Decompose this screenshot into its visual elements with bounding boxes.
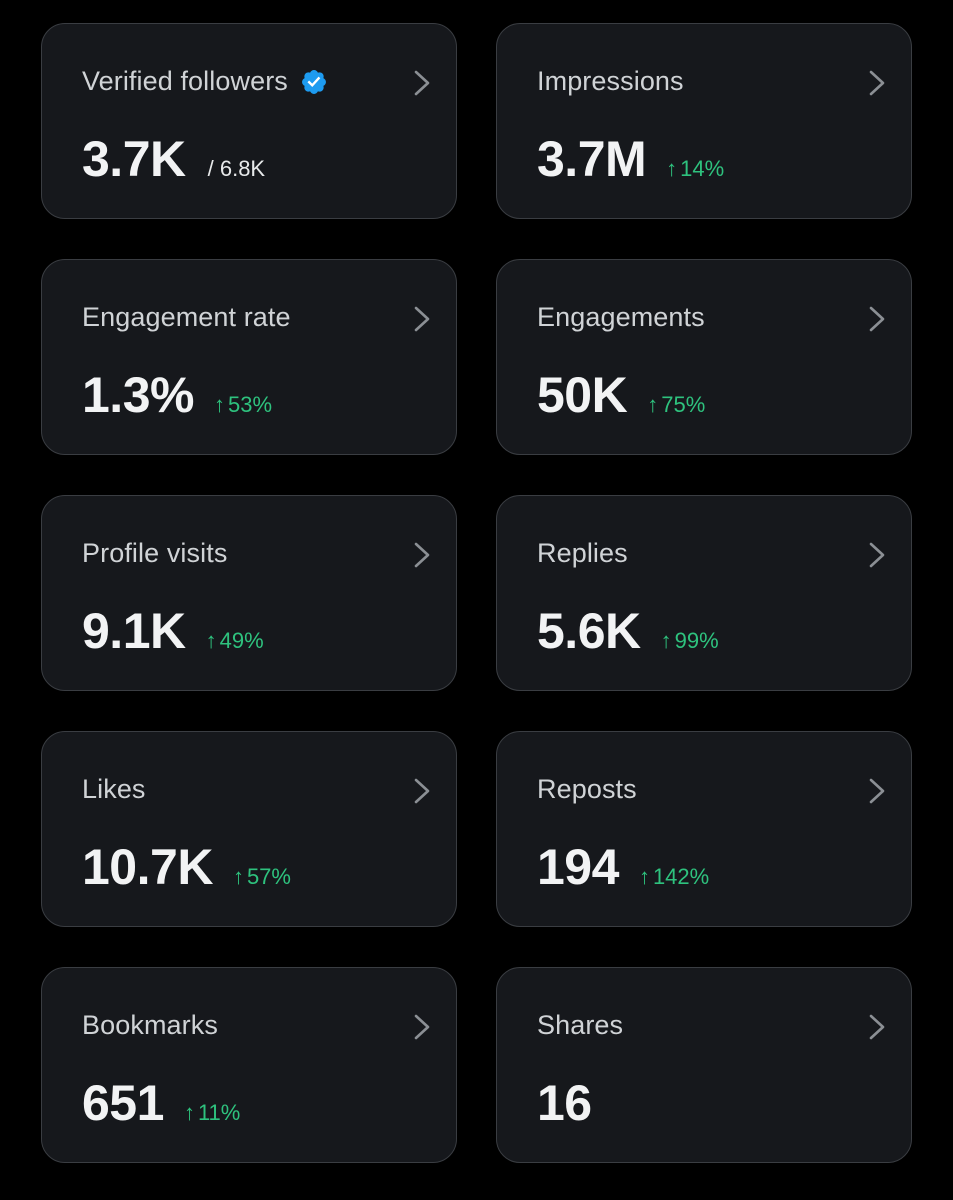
card-title-label: Shares bbox=[537, 1010, 624, 1040]
chevron-right-icon[interactable] bbox=[865, 68, 889, 98]
up-arrow-icon: ↑ bbox=[183, 1100, 195, 1125]
metric-row: 3.7K / 6.8K bbox=[82, 130, 265, 188]
card-title: Shares bbox=[537, 1010, 623, 1041]
metric-value: 5.6K bbox=[537, 603, 641, 659]
card-verified-followers[interactable]: Verified followers 3.7K / 6.8K bbox=[41, 23, 457, 219]
card-likes[interactable]: Likes 10.7K ↑ 57% bbox=[41, 731, 457, 927]
card-title-label: Verified followers bbox=[82, 66, 288, 96]
chevron-right-icon[interactable] bbox=[865, 304, 889, 334]
delta-value: 75% bbox=[661, 392, 706, 417]
card-title-label: Engagement rate bbox=[82, 302, 291, 332]
chevron-right-icon[interactable] bbox=[410, 304, 434, 334]
delta-badge: ↑ 142% bbox=[639, 864, 709, 890]
delta-value: 14% bbox=[680, 156, 725, 181]
metric-value: 1.3% bbox=[82, 367, 194, 423]
card-title: Engagement rate bbox=[82, 302, 291, 333]
card-title-label: Bookmarks bbox=[82, 1010, 218, 1040]
card-replies[interactable]: Replies 5.6K ↑ 99% bbox=[496, 495, 912, 691]
chevron-right-icon[interactable] bbox=[410, 1012, 434, 1042]
card-title: Bookmarks bbox=[82, 1010, 218, 1041]
delta-value: 49% bbox=[219, 628, 264, 653]
delta-value: 142% bbox=[652, 864, 710, 889]
metric-value: 16 bbox=[537, 1075, 592, 1131]
metric-row: 16 bbox=[537, 1074, 592, 1132]
up-arrow-icon: ↑ bbox=[647, 392, 659, 417]
metric-row: 5.6K ↑ 99% bbox=[537, 602, 719, 660]
card-title: Reposts bbox=[537, 774, 637, 805]
card-title: Profile visits bbox=[82, 538, 227, 569]
delta-value: 99% bbox=[674, 628, 719, 653]
card-title-label: Replies bbox=[537, 538, 628, 568]
metric-value: 194 bbox=[537, 839, 619, 895]
card-title: Replies bbox=[537, 538, 628, 569]
card-bookmarks[interactable]: Bookmarks 651 ↑ 11% bbox=[41, 967, 457, 1163]
card-engagements[interactable]: Engagements 50K ↑ 75% bbox=[496, 259, 912, 455]
metric-value: 3.7K bbox=[82, 131, 186, 187]
metric-value: 9.1K bbox=[82, 603, 186, 659]
delta-value: 11% bbox=[197, 1100, 241, 1125]
metric-row: 1.3% ↑ 53% bbox=[82, 366, 272, 424]
metric-row: 50K ↑ 75% bbox=[537, 366, 705, 424]
chevron-right-icon[interactable] bbox=[865, 1012, 889, 1042]
metric-row: 10.7K ↑ 57% bbox=[82, 838, 291, 896]
delta-badge: ↑ 57% bbox=[233, 864, 291, 890]
card-title-label: Profile visits bbox=[82, 538, 228, 568]
card-title: Verified followers bbox=[82, 66, 328, 97]
metric-value: 10.7K bbox=[82, 839, 213, 895]
chevron-right-icon[interactable] bbox=[865, 540, 889, 570]
chevron-right-icon[interactable] bbox=[865, 776, 889, 806]
up-arrow-icon: ↑ bbox=[638, 864, 650, 889]
metric-row: 651 ↑ 11% bbox=[82, 1074, 240, 1132]
chevron-right-icon[interactable] bbox=[410, 776, 434, 806]
card-shares[interactable]: Shares 16 bbox=[496, 967, 912, 1163]
delta-badge: ↑ 99% bbox=[661, 628, 719, 654]
chevron-right-icon[interactable] bbox=[410, 68, 434, 98]
delta-badge: ↑ 14% bbox=[666, 156, 724, 182]
card-title: Likes bbox=[82, 774, 146, 805]
card-title-label: Impressions bbox=[537, 66, 684, 96]
delta-badge: ↑ 49% bbox=[206, 628, 264, 654]
metric-row: 194 ↑ 142% bbox=[537, 838, 709, 896]
up-arrow-icon: ↑ bbox=[660, 628, 672, 653]
delta-value: 53% bbox=[227, 392, 273, 417]
card-title: Engagements bbox=[537, 302, 705, 333]
metric-total: / 6.8K bbox=[207, 156, 266, 181]
up-arrow-icon: ↑ bbox=[666, 156, 678, 181]
card-title-label: Engagements bbox=[537, 302, 705, 332]
delta-badge: ↑ 11% bbox=[184, 1100, 240, 1126]
delta-badge: ↑ 75% bbox=[647, 392, 705, 418]
verified-badge-icon bbox=[301, 69, 326, 94]
up-arrow-icon: ↑ bbox=[213, 392, 225, 417]
up-arrow-icon: ↑ bbox=[232, 864, 244, 889]
up-arrow-icon: ↑ bbox=[205, 628, 217, 653]
card-reposts[interactable]: Reposts 194 ↑ 142% bbox=[496, 731, 912, 927]
metric-row: 3.7M ↑ 14% bbox=[537, 130, 724, 188]
metric-value: 50K bbox=[537, 367, 628, 423]
card-title-label: Likes bbox=[82, 774, 146, 804]
chevron-right-icon[interactable] bbox=[410, 540, 434, 570]
card-title-label: Reposts bbox=[537, 774, 637, 804]
metric-row: 9.1K ↑ 49% bbox=[82, 602, 264, 660]
card-impressions[interactable]: Impressions 3.7M ↑ 14% bbox=[496, 23, 912, 219]
card-title: Impressions bbox=[537, 66, 684, 97]
card-engagement-rate[interactable]: Engagement rate 1.3% ↑ 53% bbox=[41, 259, 457, 455]
metric-value: 3.7M bbox=[537, 131, 647, 187]
delta-value: 57% bbox=[246, 864, 291, 889]
card-profile-visits[interactable]: Profile visits 9.1K ↑ 49% bbox=[41, 495, 457, 691]
delta-badge: ↑ 53% bbox=[214, 392, 272, 418]
metric-value: 651 bbox=[82, 1075, 164, 1131]
